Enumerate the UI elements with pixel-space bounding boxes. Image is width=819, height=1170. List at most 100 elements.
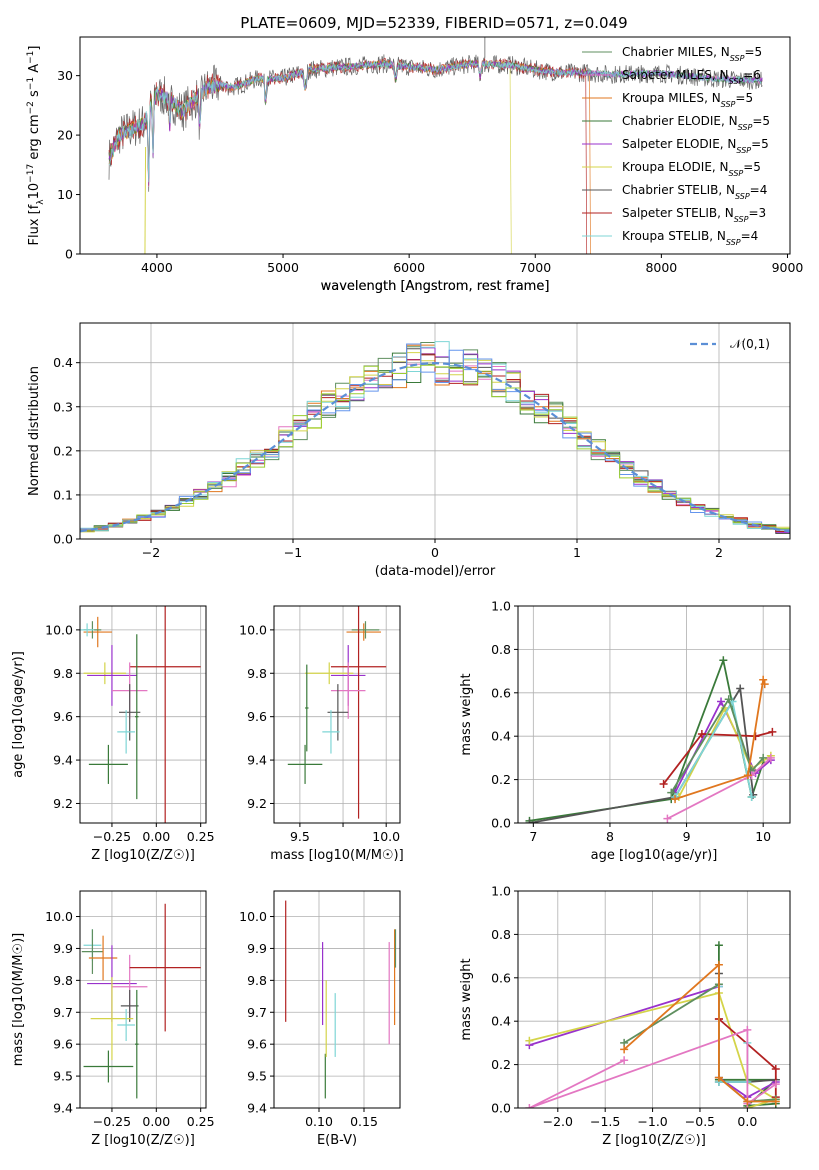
panel-mass_vs_Z: −0.25 0.00 0.25 9.4 9.5 9.6 9.7 9.8 9.9 10.0 Z [lo… — [11, 890, 215, 1148]
normal-curve — [80, 361, 790, 533]
x-tick-label: 7000 — [519, 260, 551, 275]
legend-label: Kroupa STELIB, NSSP=4 — [622, 229, 758, 247]
y-tick-label: 9.6 — [53, 1037, 73, 1052]
series-marker — [525, 819, 534, 823]
y-tick-label: 0.6 — [491, 970, 511, 985]
legend-nssp: 4 — [751, 229, 759, 243]
y-axis-label-part: A — [27, 64, 42, 77]
legend-nssp: 6 — [753, 68, 761, 82]
series-marker — [771, 1064, 780, 1073]
plot-area-age_vs_mass — [287, 606, 387, 819]
legend-nssp: 5 — [761, 137, 769, 151]
y-tick-label: 9.9 — [247, 941, 267, 956]
x-axis-label: Z [log10(Z/Z☉)] — [602, 1133, 706, 1148]
spectrum-line — [108, 59, 762, 183]
y-tick-label: 9.8 — [247, 973, 267, 988]
legend-model-name: Salpeter ELODIE — [622, 137, 720, 151]
y-tick-label: 0.0 — [491, 1101, 511, 1116]
legend-model-name: Kroupa ELODIE — [622, 160, 712, 174]
series-line — [674, 679, 766, 800]
plot-area-spectrum — [108, 37, 763, 254]
x-tick-label: −1.0 — [637, 1114, 667, 1129]
x-tick-label: −0.25 — [93, 1114, 131, 1129]
series-marker — [747, 792, 756, 801]
y-tick-label: 10 — [57, 187, 73, 202]
x-tick-label: 7 — [529, 829, 537, 844]
histogram-step — [80, 364, 790, 531]
y-tick-label: 0.1 — [53, 487, 73, 502]
x-tick-label: 0.10 — [305, 1114, 333, 1129]
y-tick-label: 0.4 — [491, 1014, 511, 1029]
y-tick-label: 9.2 — [53, 796, 73, 811]
panel-massweight_vs_age: 7 8 9 10 0.0 0.2 0.4 0.6 0.8 1.0 age [log10(age/yr… — [459, 599, 791, 863]
y-axis-label-part: −1 — [26, 51, 36, 64]
y-tick-label: 0.6 — [491, 685, 511, 700]
legend-nssp: 5 — [755, 45, 763, 59]
axes-frame — [79, 605, 207, 824]
x-axis-label: wavelength [Angstrom, rest frame] — [321, 279, 550, 294]
x-tick-label: −2 — [142, 545, 160, 560]
series-marker — [667, 788, 676, 797]
spectrum-line — [108, 60, 512, 254]
spectrum-edge — [144, 146, 147, 254]
panel-mass_vs_ebv: 0.10 0.15 9.4 9.5 9.6 9.7 9.8 9.9 10.0 E(B-V) — [239, 890, 401, 1148]
series-marker — [714, 1073, 723, 1082]
y-axis-label: age [log10(age/yr)] — [11, 651, 26, 778]
y-axis-label: mass weight — [459, 958, 474, 1040]
y-tick-label: 0.8 — [491, 927, 511, 942]
y-tick-label: 9.9 — [53, 941, 73, 956]
series-marker — [620, 1045, 629, 1054]
y-tick-label: 10.0 — [239, 622, 267, 637]
legend-model-name: Kroupa STELIB — [622, 229, 709, 243]
y-tick-label: 1.0 — [491, 599, 511, 614]
series-marker — [719, 656, 728, 665]
y-tick-label: 0.0 — [491, 816, 511, 831]
figure-title: PLATE=0609, MJD=52339, FIBERID=0571, z=0… — [240, 14, 627, 32]
legend-model-name: Chabrier STELIB — [622, 183, 718, 197]
axes-frame — [517, 890, 791, 1109]
y-tick-label: 30 — [57, 68, 73, 83]
y-tick-label: 9.4 — [53, 753, 73, 768]
series-marker — [743, 1097, 752, 1106]
x-tick-label: 9.5 — [290, 829, 310, 844]
legend-label: 𝒩(0,1) — [730, 337, 770, 351]
y-tick-label: 10.0 — [45, 909, 73, 924]
x-tick-label: −2.0 — [543, 1114, 573, 1129]
y-tick-label: 9.4 — [247, 753, 267, 768]
series-line — [670, 697, 764, 794]
panel-age_vs_Z: −0.25 0.00 0.25 9.2 9.4 9.6 9.8 10.0 Z [log10(Z/… — [11, 605, 215, 863]
histogram-step — [80, 347, 790, 534]
legend-nssp: 5 — [745, 91, 753, 105]
series-marker — [525, 1104, 534, 1108]
series-marker — [743, 771, 752, 780]
axes-frame — [79, 322, 791, 540]
series-line — [662, 731, 773, 785]
plot-area-massweight_vs_Z — [525, 941, 780, 1108]
series-marker — [759, 753, 768, 762]
panel-age_vs_mass: 9.5 10.0 9.2 9.4 9.6 9.8 10.0 mass [log10(M/M☉)… — [239, 605, 404, 863]
x-axis-label: (data-model)/error — [375, 564, 496, 579]
legend-model-name: Chabrier ELODIE — [622, 114, 721, 128]
series-marker — [663, 814, 672, 823]
legend-model-name: Salpeter MILES — [622, 68, 712, 82]
y-tick-label: 1.0 — [491, 884, 511, 899]
series-marker — [759, 675, 768, 684]
plot-area-massweight_vs_age — [525, 656, 777, 823]
legend-label: Salpeter STELIB, NSSP=3 — [622, 206, 766, 224]
legend-label: Kroupa MILES, NSSP=5 — [622, 91, 753, 109]
series-marker — [768, 727, 777, 736]
plot-area-age_vs_Z — [80, 606, 201, 823]
panels: 4000 5000 6000 7000 8000 90000102030wavelengt… — [11, 36, 803, 1148]
y-tick-label: 9.4 — [53, 1101, 73, 1116]
plot-area-mass_vs_ebv — [285, 900, 397, 1099]
plot-area-residuals — [80, 341, 790, 534]
x-tick-label: 6000 — [393, 260, 425, 275]
x-tick-label: 8 — [606, 829, 614, 844]
legend-nssp: 5 — [753, 160, 761, 174]
y-tick-label: 9.6 — [247, 1037, 267, 1052]
series-marker — [766, 753, 775, 762]
x-tick-label: 2 — [715, 545, 723, 560]
x-tick-label: 10.0 — [372, 829, 400, 844]
legend-nssp: 5 — [762, 114, 770, 128]
y-tick-label: 0.8 — [491, 642, 511, 657]
